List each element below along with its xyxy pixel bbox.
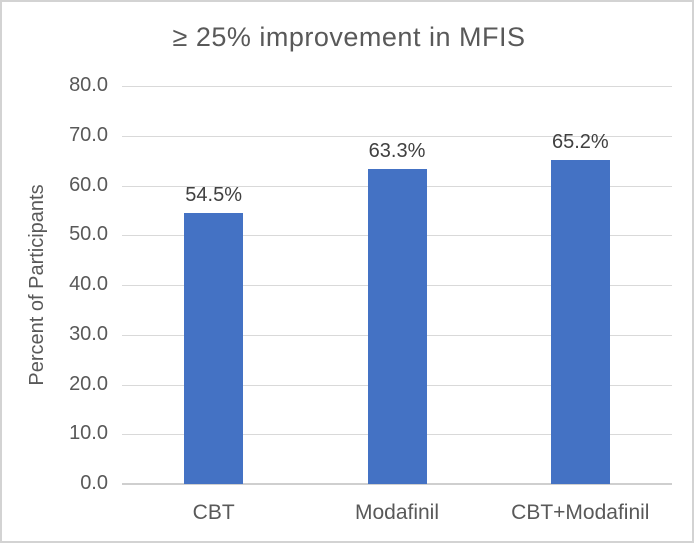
y-tick-label: 80.0 bbox=[69, 74, 108, 96]
bar-cbt-modafinil bbox=[550, 159, 610, 484]
bar-modafinil bbox=[367, 169, 427, 484]
y-tick-label: 70.0 bbox=[69, 123, 108, 146]
bar-value-label: 65.2% bbox=[551, 130, 609, 153]
x-axis-line bbox=[122, 483, 672, 485]
y-tick-label: 0.0 bbox=[80, 472, 108, 494]
chart-title: ≥ 25% improvement in MFIS bbox=[172, 22, 526, 52]
gridline bbox=[122, 135, 672, 137]
x-category-label: CBT+Modafinil bbox=[511, 501, 650, 524]
bar-value-label: 63.3% bbox=[368, 140, 426, 163]
x-category-label: CBT bbox=[192, 501, 235, 524]
gridline bbox=[122, 86, 672, 87]
y-tick-label: 40.0 bbox=[69, 273, 108, 295]
y-tick-label: 20.0 bbox=[69, 372, 108, 395]
y-tick-label: 10.0 bbox=[69, 422, 108, 445]
bar-value-label: 54.5% bbox=[185, 183, 243, 206]
y-tick-label: 30.0 bbox=[69, 322, 108, 345]
x-category-label: Modafinil bbox=[354, 501, 440, 524]
y-tick-label: 60.0 bbox=[69, 173, 108, 196]
y-tick-label: 50.0 bbox=[69, 223, 108, 246]
bar-cbt bbox=[184, 212, 244, 484]
